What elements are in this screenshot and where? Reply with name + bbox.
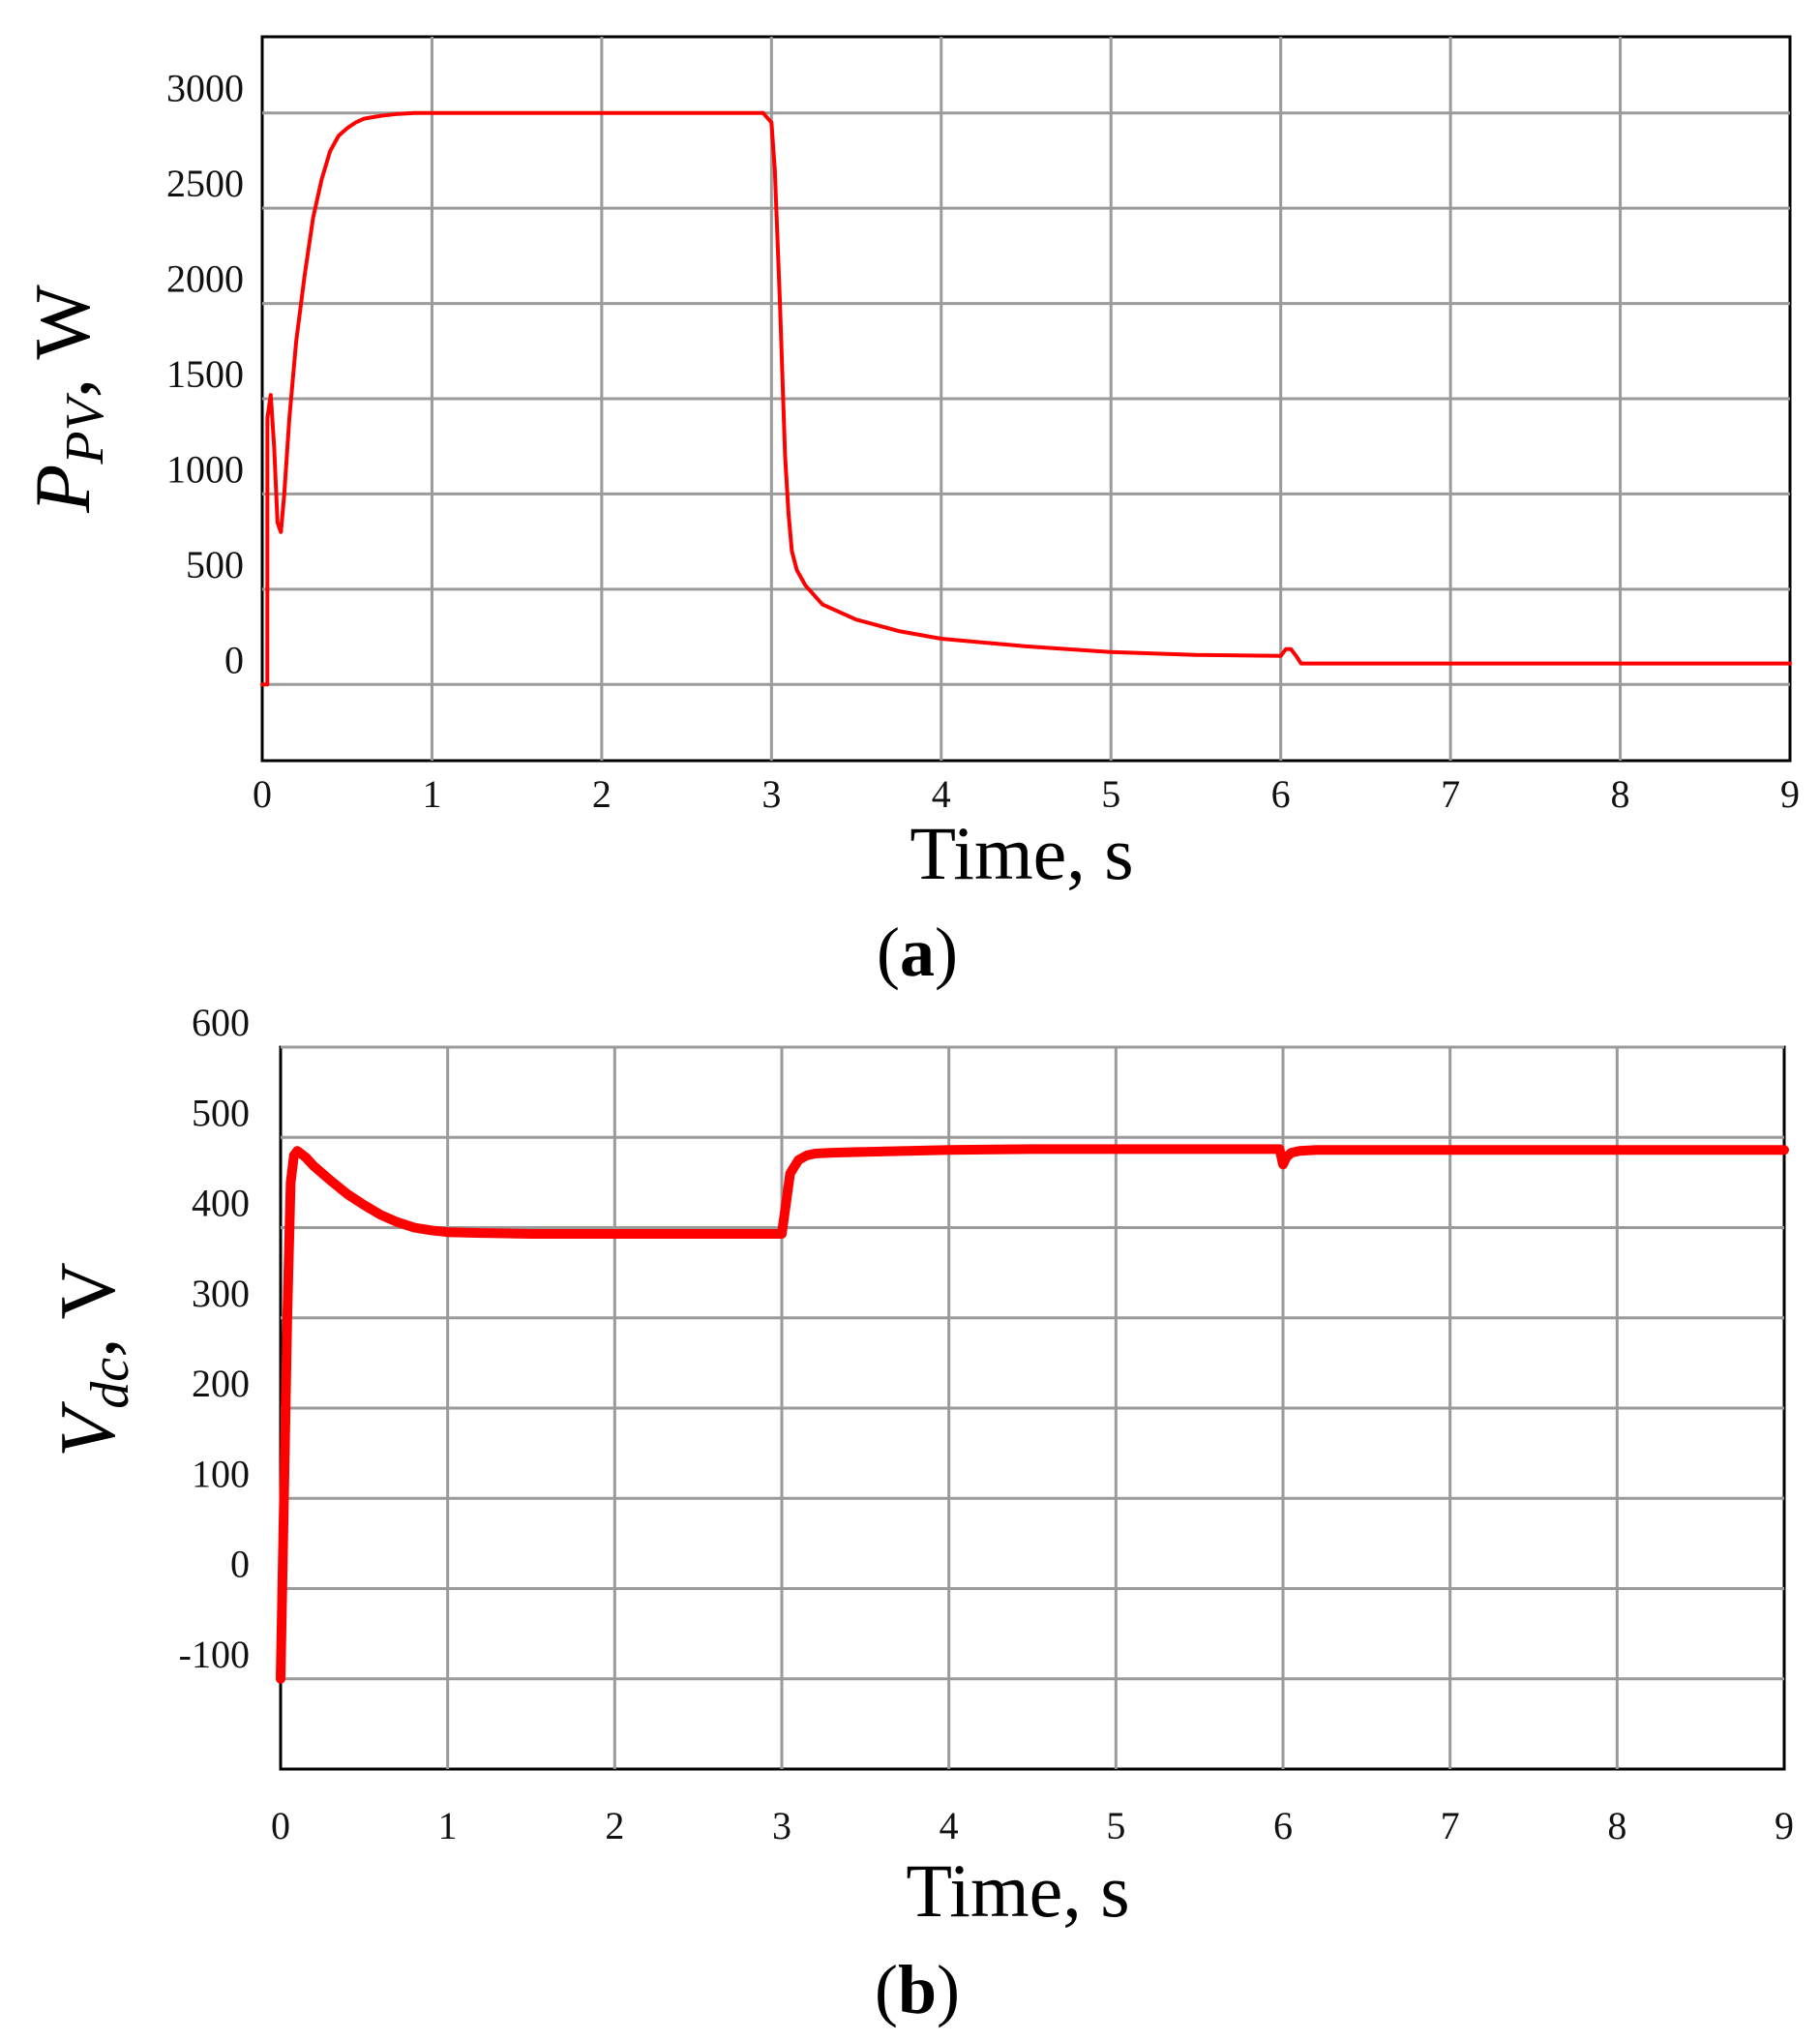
- x-tick-labels-b: 0 1 2 3 4 5 6 7 8 9: [271, 1804, 1794, 1847]
- y-tick-label-b: 100: [192, 1452, 250, 1495]
- x-tick-label-b: 1: [438, 1804, 458, 1847]
- x-tick-label-b: 0: [271, 1804, 290, 1847]
- y-tick-label-b: 500: [192, 1091, 250, 1134]
- x-tick-label-b: 5: [1106, 1804, 1125, 1847]
- y-tick-label-b: 400: [192, 1182, 250, 1225]
- grid-b: [281, 1045, 1784, 1769]
- x-axis-label-b: Time, s: [906, 1848, 1129, 1933]
- y-tick-labels-a: 0 500 1000 1500 2000 2500 3000: [166, 67, 244, 682]
- x-tick-label-a: 2: [592, 772, 612, 816]
- y-axis-label-a: PPV, W: [18, 285, 115, 514]
- x-tick-label-a: 8: [1611, 772, 1630, 816]
- x-tick-label-b: 3: [772, 1804, 791, 1847]
- panel-caption-a: (a): [877, 914, 958, 991]
- y-tick-label-a: 1500: [166, 352, 244, 396]
- y-tick-label-a: 500: [186, 543, 244, 586]
- y-tick-label-b: 600: [192, 1001, 250, 1044]
- x-tick-label-b: 9: [1775, 1804, 1794, 1847]
- y-tick-label-a: 0: [224, 638, 244, 681]
- y-axis-unit-a: , W: [18, 285, 106, 399]
- x-tick-label-b: 8: [1607, 1804, 1626, 1847]
- y-axis-label-b: Vdc, V: [44, 1262, 140, 1457]
- x-tick-label-a: 6: [1271, 772, 1291, 816]
- y-axis-subscript-b: dc: [80, 1358, 140, 1409]
- y-tick-label-b: -100: [179, 1633, 250, 1676]
- panel-a: 0 1 2 3 4 5 6 7 8 9 0 500 1000 1500 2000 2500 3000 Time…: [18, 35, 1800, 991]
- series-line-a-0: [260, 110, 1792, 687]
- y-axis-subscript-a: PV: [55, 392, 115, 465]
- x-tick-label-b: 4: [940, 1804, 959, 1847]
- y-tick-label-a: 2000: [166, 257, 244, 301]
- x-tick-label-a: 7: [1441, 772, 1460, 816]
- x-tick-label-b: 2: [605, 1804, 624, 1847]
- x-tick-label-a: 3: [761, 772, 781, 816]
- x-tick-labels-a: 0 1 2 3 4 5 6 7 8 9: [253, 772, 1800, 816]
- y-axis-symbol-a: P: [18, 465, 106, 514]
- x-tick-label-a: 5: [1101, 772, 1120, 816]
- panel-b: 0 1 2 3 4 5 6 7 8 9 -100 0 100 200 300 400 500 600 Time,…: [44, 1001, 1794, 2028]
- y-tick-label-b: 0: [230, 1543, 250, 1586]
- y-tick-label-a: 2500: [166, 162, 244, 205]
- series-group-a: [260, 110, 1792, 687]
- y-tick-label-b: 200: [192, 1362, 250, 1405]
- x-tick-label-b: 7: [1441, 1804, 1460, 1847]
- series-line-b-0: [276, 1144, 1789, 1684]
- grid-a: [262, 37, 1790, 761]
- y-axis-unit-b: , V: [44, 1262, 132, 1358]
- y-tick-label-b: 300: [192, 1272, 250, 1315]
- y-tick-label-a: 3000: [166, 67, 244, 110]
- y-tick-labels-b: -100 0 100 200 300 400 500 600: [179, 1001, 250, 1676]
- x-axis-label-a: Time, s: [910, 811, 1133, 895]
- series-group-b: [276, 1144, 1789, 1684]
- y-tick-label-a: 1000: [166, 447, 244, 491]
- x-tick-label-a: 0: [253, 772, 272, 816]
- y-axis-symbol-b: V: [44, 1401, 132, 1457]
- x-tick-label-b: 6: [1273, 1804, 1293, 1847]
- panel-caption-b: (b): [875, 1951, 960, 2028]
- x-tick-label-a: 9: [1780, 772, 1800, 816]
- x-tick-label-a: 4: [932, 772, 951, 816]
- x-tick-label-a: 1: [422, 772, 441, 816]
